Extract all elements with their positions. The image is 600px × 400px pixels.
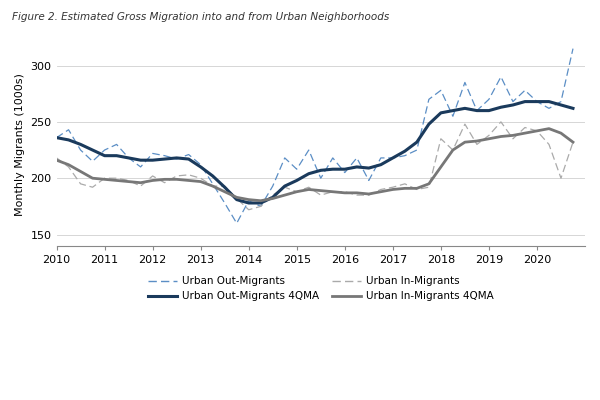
Legend: Urban Out-Migrants, Urban Out-Migrants 4QMA, Urban In-Migrants, Urban In-Migrant: Urban Out-Migrants, Urban Out-Migrants 4…: [148, 276, 494, 302]
Text: Figure 2. Estimated Gross Migration into and from Urban Neighborhoods: Figure 2. Estimated Gross Migration into…: [12, 12, 389, 22]
Y-axis label: Monthly Migrants (1000s): Monthly Migrants (1000s): [15, 73, 25, 216]
